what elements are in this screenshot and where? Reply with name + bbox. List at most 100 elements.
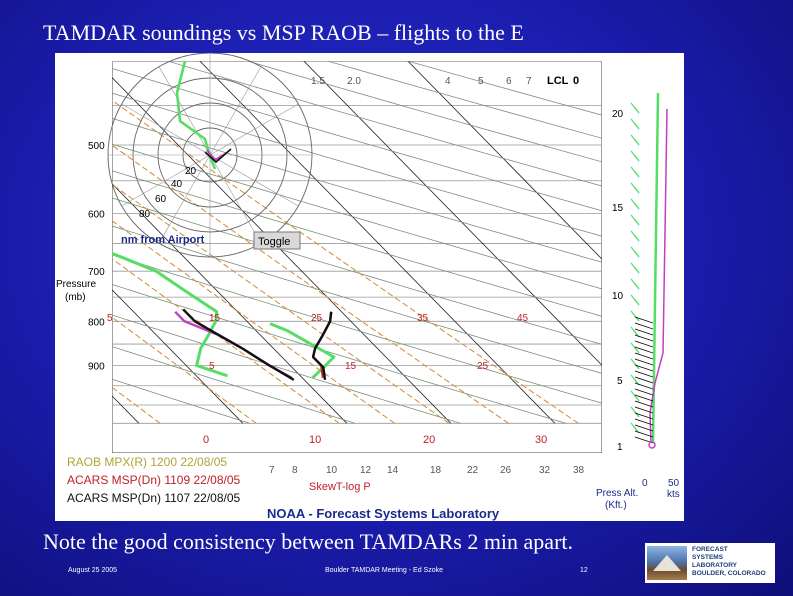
wind-barb-raob bbox=[633, 170, 640, 178]
wind-barb-raob bbox=[633, 314, 640, 322]
dry-adiabat-line bbox=[112, 254, 602, 404]
bottom-temperature-label: 20 bbox=[423, 434, 435, 446]
hodograph-ring-label: 20 bbox=[185, 166, 197, 177]
sounding-line-temperature bbox=[311, 311, 333, 380]
temperature-label: 5 bbox=[209, 361, 215, 372]
wind-barb-acars bbox=[634, 376, 654, 384]
pressure-tick-label: 900 bbox=[88, 362, 105, 373]
wind-scale-fifty: 50 bbox=[668, 478, 680, 489]
altitude-tick-label: 15 bbox=[612, 203, 624, 214]
footer-meeting: Boulder TAMDAR Meeting - Ed Szoke bbox=[325, 567, 444, 574]
wind-barb-raob bbox=[633, 234, 640, 242]
logo-line: BOULDER, COLORADO bbox=[692, 570, 766, 577]
toggle-button[interactable] bbox=[253, 231, 301, 250]
wind-scale-zero: 0 bbox=[642, 478, 648, 489]
bottom-temperature-label: 10 bbox=[309, 434, 321, 446]
temperature-label: 35 bbox=[417, 313, 429, 324]
temperature-label: 45 bbox=[517, 313, 529, 324]
wind-barb-acars bbox=[634, 394, 654, 402]
legend-raob: RAOB MPX(R) 1200 22/08/05 bbox=[67, 455, 227, 469]
wind-barb-acars bbox=[634, 382, 654, 390]
isotherm-line bbox=[303, 61, 602, 366]
dry-adiabat-line bbox=[112, 197, 602, 345]
press-alt-unit: (Kft.) bbox=[605, 500, 627, 511]
wind-barb-raob bbox=[633, 218, 640, 226]
wind-barb-acars bbox=[634, 322, 654, 330]
altitude-tick-label: 20 bbox=[612, 109, 624, 120]
top-mixing-ratio-label: 6 bbox=[506, 76, 512, 87]
wind-barb-raob bbox=[633, 106, 640, 114]
isotherm-line bbox=[407, 61, 602, 260]
wind-barb-acars bbox=[634, 358, 654, 366]
mixing-ratio-label: 8 bbox=[292, 465, 298, 476]
pressure-tick-label: 600 bbox=[88, 209, 105, 220]
wind-barb-raob bbox=[633, 138, 640, 146]
wind-barb-acars bbox=[634, 412, 654, 420]
isotherm-line bbox=[199, 61, 556, 424]
wind-barb-raob bbox=[633, 202, 640, 210]
wind-barb-raob bbox=[633, 394, 640, 402]
wind-scale-unit: kts bbox=[667, 489, 680, 500]
mixing-ratio-line bbox=[112, 258, 340, 424]
mixing-ratio-label: 38 bbox=[573, 465, 585, 476]
slide-title: TAMDAR soundings vs MSP RAOB – flights t… bbox=[43, 20, 524, 45]
wind-barb-acars bbox=[634, 388, 654, 396]
pressure-axis-label: Pressure bbox=[56, 279, 96, 290]
wind-barb-acars bbox=[634, 400, 654, 408]
wind-barb-acars bbox=[634, 364, 654, 372]
logo-line: SYSTEMS bbox=[692, 554, 724, 561]
wind-barb-raob bbox=[633, 266, 640, 274]
wind-barb-raob bbox=[633, 410, 640, 418]
altitude-tick-label: 1 bbox=[617, 442, 623, 453]
dry-adiabat-line bbox=[112, 92, 602, 237]
dry-adiabat-line bbox=[112, 170, 602, 317]
sounding-line-dewpoint bbox=[112, 251, 228, 378]
lcl-label: LCL bbox=[547, 75, 569, 87]
temperature-label: 15 bbox=[209, 313, 221, 324]
dry-adiabat-line bbox=[112, 225, 602, 374]
pressure-tick-label: 500 bbox=[88, 141, 105, 152]
dry-adiabat-line bbox=[168, 61, 602, 187]
wind-barb-acars bbox=[634, 328, 654, 336]
top-mixing-ratio-label: 2.0 bbox=[347, 76, 361, 87]
bottom-temperature-label: 30 bbox=[535, 434, 547, 446]
pressure-tick-label: 700 bbox=[88, 267, 105, 278]
legend-acars-1109: ACARS MSP(Dn) 1109 22/08/05 bbox=[67, 473, 241, 487]
dry-adiabat-line bbox=[112, 143, 602, 290]
mixing-ratio-line bbox=[112, 220, 396, 424]
slide-caption: Note the good consistency between TAMDAR… bbox=[43, 529, 574, 554]
pressure-axis-unit: (mb) bbox=[65, 292, 86, 303]
footer-page-number: 12 bbox=[580, 567, 588, 574]
mixing-ratio-label: 26 bbox=[500, 465, 512, 476]
press-alt-label: Press Alt. bbox=[596, 488, 638, 499]
top-mixing-ratio-label: 7 bbox=[526, 76, 532, 87]
fsl-logo: FORECAST SYSTEMS LABORATORY BOULDER, COL… bbox=[645, 543, 775, 583]
wind-barb-raob bbox=[633, 122, 640, 130]
hodograph-acars-1107-trace bbox=[204, 148, 232, 164]
logo-line: FORECAST bbox=[692, 546, 728, 553]
mixing-ratio-line bbox=[55, 61, 71, 423]
bottom-temperature-label: 0 bbox=[203, 434, 209, 446]
dry-adiabat-line bbox=[112, 68, 602, 212]
wind-barb-raob bbox=[633, 298, 640, 306]
top-mixing-ratio-label: 4 bbox=[445, 76, 451, 87]
dry-adiabat-line bbox=[112, 117, 602, 263]
wind-barb-raob bbox=[633, 346, 640, 354]
wind-barb-raob bbox=[633, 186, 640, 194]
dry-adiabat-line bbox=[408, 61, 602, 116]
top-mixing-ratio-label: 5 bbox=[478, 76, 484, 87]
dry-adiabat-line bbox=[328, 61, 602, 139]
hodograph-raob-trace bbox=[175, 60, 217, 170]
wind-barb-acars bbox=[634, 346, 654, 354]
footer-date: August 25 2005 bbox=[68, 567, 118, 574]
hodograph-ring-label: 80 bbox=[139, 209, 151, 220]
sounding-line-dewpoint bbox=[182, 308, 295, 381]
mixing-ratio-label: 7 bbox=[269, 465, 275, 476]
mixing-ratio-label: 10 bbox=[326, 465, 338, 476]
toggle-button-label: Toggle bbox=[258, 236, 290, 248]
wind-barb-raob bbox=[633, 282, 640, 290]
fsl-logo-text: FORECAST SYSTEMS LABORATORY BOULDER, COL… bbox=[692, 546, 774, 578]
wind-barb-acars bbox=[634, 340, 654, 348]
wind-barb-acars bbox=[634, 316, 654, 324]
dry-adiabat-line bbox=[112, 378, 250, 424]
